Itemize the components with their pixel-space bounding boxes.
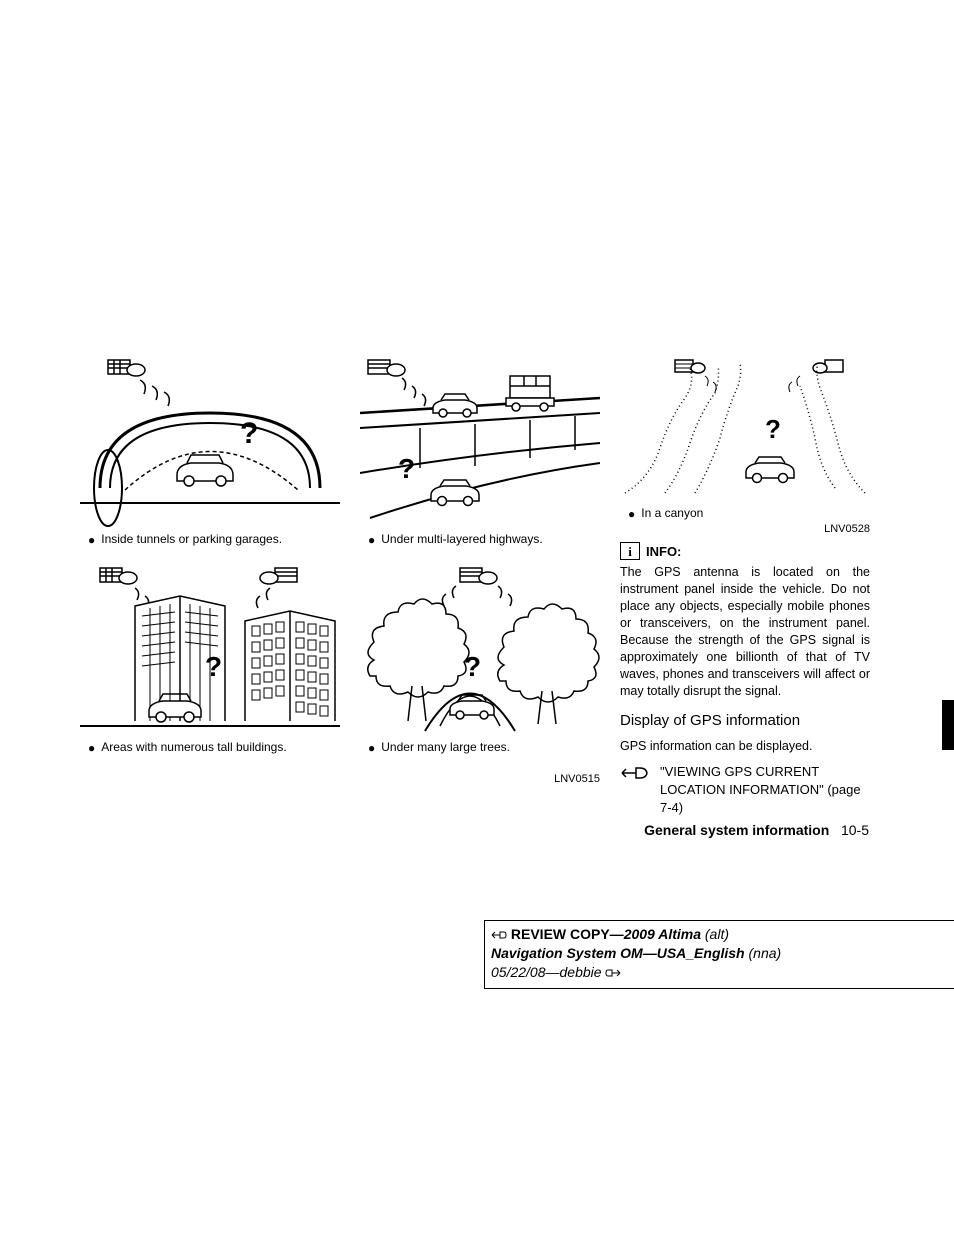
footer-label: General system information bbox=[644, 822, 829, 838]
reference-code-left: LNV0515 bbox=[360, 773, 600, 785]
gps-line: GPS information can be displayed. bbox=[620, 738, 870, 755]
caption-trees: ● Under many large trees. bbox=[368, 740, 600, 756]
page-edge-tab bbox=[942, 700, 954, 750]
cross-reference-text: "VIEWING GPS CURRENT LOCATION INFORMATIO… bbox=[660, 763, 870, 818]
page-content: ? ● Inside tunnels or parking garages. bbox=[80, 358, 870, 817]
columns: ? ● Inside tunnels or parking garages. bbox=[80, 358, 870, 817]
caption-buildings: ● Areas with numerous tall buildings. bbox=[88, 740, 340, 756]
svg-text:?: ? bbox=[398, 453, 415, 484]
review-alt: (alt) bbox=[705, 926, 729, 942]
svg-text:?: ? bbox=[765, 414, 781, 444]
cross-reference: "VIEWING GPS CURRENT LOCATION INFORMATIO… bbox=[620, 763, 870, 818]
gps-heading: Display of GPS information bbox=[620, 711, 870, 731]
caption-text: In a canyon bbox=[641, 506, 703, 522]
caption-text: Under multi-layered highways. bbox=[381, 532, 542, 548]
illustration-buildings: ? bbox=[80, 566, 340, 736]
caption-highways: ● Under multi-layered highways. bbox=[368, 532, 600, 548]
illustration-highways: ? bbox=[360, 358, 600, 528]
caption-text: Under many large trees. bbox=[381, 740, 510, 756]
svg-text:?: ? bbox=[205, 651, 222, 682]
svg-text:?: ? bbox=[240, 417, 258, 450]
footer-section: General system information 10-5 bbox=[644, 822, 869, 838]
pointer-icon bbox=[620, 763, 650, 788]
review-copy-box: REVIEW COPY—2009 Altima (alt) Navigation… bbox=[484, 920, 954, 989]
column-right: ? ● In a canyon LNV0528 i bbox=[620, 358, 870, 817]
review-doc: Navigation System OM—USA_English bbox=[491, 945, 745, 961]
info-header: i INFO: bbox=[620, 542, 870, 560]
review-line-3: 05/22/08—debbie bbox=[491, 963, 946, 982]
column-middle: ? ● Under multi-layered highways. bbox=[360, 358, 600, 817]
bullet-icon: ● bbox=[88, 532, 95, 548]
svg-text:?: ? bbox=[464, 651, 481, 682]
caption-text: Areas with numerous tall buildings. bbox=[101, 740, 286, 756]
info-label: INFO: bbox=[646, 543, 681, 561]
review-model: 2009 Altima bbox=[624, 926, 701, 942]
review-line-1: REVIEW COPY—2009 Altima (alt) bbox=[491, 925, 946, 944]
review-prefix: REVIEW COPY— bbox=[511, 926, 624, 942]
illustration-canyon: ? bbox=[620, 358, 870, 498]
caption-tunnel: ● Inside tunnels or parking garages. bbox=[88, 532, 340, 548]
illustration-trees: ? bbox=[360, 566, 600, 736]
bullet-icon: ● bbox=[88, 740, 95, 756]
illustration-tunnel: ? bbox=[80, 358, 340, 528]
reference-code-right: LNV0528 bbox=[620, 522, 870, 537]
footer-page: 10-5 bbox=[841, 822, 869, 838]
review-date: 05/22/08—debbie bbox=[491, 964, 602, 980]
review-nna: (nna) bbox=[749, 945, 782, 961]
info-text: The GPS antenna is located on the instru… bbox=[620, 564, 870, 699]
bullet-icon: ● bbox=[368, 740, 375, 756]
review-line-2: Navigation System OM—USA_English (nna) bbox=[491, 944, 946, 963]
info-icon: i bbox=[620, 542, 640, 560]
bullet-icon: ● bbox=[368, 532, 375, 548]
bullet-icon: ● bbox=[628, 506, 635, 522]
caption-canyon: ● In a canyon bbox=[628, 506, 703, 522]
caption-text: Inside tunnels or parking garages. bbox=[101, 532, 282, 548]
column-left: ? ● Inside tunnels or parking garages. bbox=[80, 358, 340, 817]
